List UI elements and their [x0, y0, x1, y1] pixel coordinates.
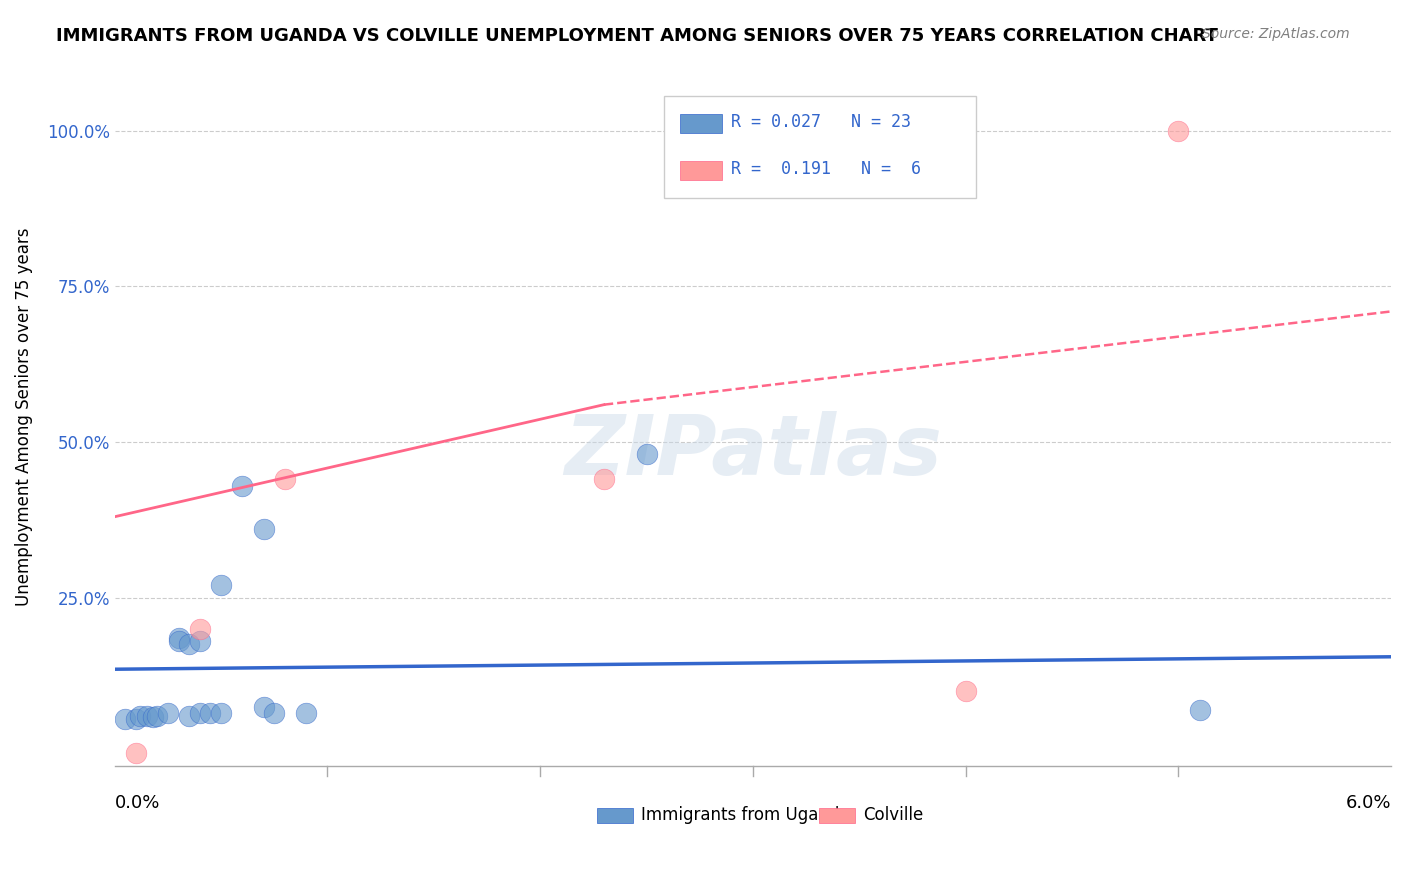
Point: [200, 706, 222, 720]
Point: [142, 710, 165, 724]
Point: [263, 706, 285, 720]
Point: [179, 709, 201, 723]
Point: [188, 706, 211, 720]
Text: Source: ZipAtlas.com: Source: ZipAtlas.com: [1202, 27, 1350, 41]
Point: [253, 699, 276, 714]
Bar: [598, 807, 633, 823]
Point: [135, 709, 157, 723]
Point: [167, 631, 190, 645]
Text: R = 0.027   N = 23: R = 0.027 N = 23: [731, 113, 911, 131]
Point: [1188, 703, 1211, 717]
Point: [295, 706, 318, 720]
FancyBboxPatch shape: [664, 96, 976, 197]
Bar: [681, 161, 723, 180]
Text: 0.0%: 0.0%: [115, 794, 160, 812]
Text: ZIPatlas: ZIPatlas: [564, 411, 942, 492]
Bar: [820, 807, 855, 823]
Y-axis label: Unemployment Among Seniors over 75 years: Unemployment Among Seniors over 75 years: [15, 227, 32, 607]
Point: [253, 522, 276, 536]
Point: [955, 684, 977, 698]
Point: [125, 712, 148, 726]
Point: [125, 746, 148, 760]
Point: [114, 712, 136, 726]
Point: [179, 637, 201, 651]
Point: [188, 634, 211, 648]
Point: [274, 472, 297, 486]
Text: IMMIGRANTS FROM UGANDA VS COLVILLE UNEMPLOYMENT AMONG SENIORS OVER 75 YEARS CORR: IMMIGRANTS FROM UGANDA VS COLVILLE UNEMP…: [56, 27, 1218, 45]
Point: [209, 578, 232, 592]
Bar: [681, 114, 723, 134]
Point: [146, 709, 169, 723]
Point: [167, 634, 190, 648]
Text: Immigrants from Uganda: Immigrants from Uganda: [641, 806, 849, 824]
Text: 6.0%: 6.0%: [1346, 794, 1391, 812]
Point: [188, 622, 211, 636]
Point: [209, 706, 232, 720]
Point: [593, 472, 616, 486]
Point: [1167, 124, 1189, 138]
Point: [231, 478, 253, 492]
Text: Colville: Colville: [863, 806, 922, 824]
Point: [156, 706, 179, 720]
Point: [636, 447, 658, 461]
Point: [129, 709, 152, 723]
Text: R =  0.191   N =  6: R = 0.191 N = 6: [731, 160, 921, 178]
